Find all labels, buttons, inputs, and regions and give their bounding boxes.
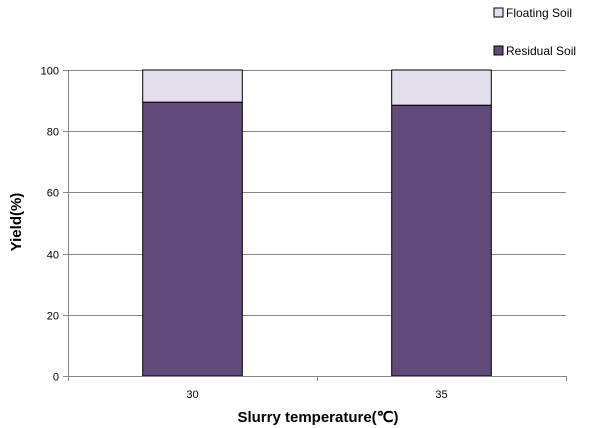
axes bbox=[63, 70, 567, 381]
bar-floating-soil-30 bbox=[142, 69, 243, 103]
bar-residual-soil-30 bbox=[142, 101, 243, 377]
y-tick-label: 100 bbox=[41, 66, 59, 78]
y-tick-label: 80 bbox=[47, 127, 59, 139]
y-tick-label: 20 bbox=[47, 311, 59, 323]
bars bbox=[142, 69, 492, 377]
bar-floating-soil-35 bbox=[391, 69, 492, 106]
y-tick-label: 60 bbox=[47, 188, 59, 200]
legend-swatch bbox=[493, 7, 504, 18]
legend-label: Floating Soil bbox=[506, 6, 572, 20]
y-axis-title: Yield(%) bbox=[8, 193, 25, 252]
y-tick-label: 40 bbox=[47, 250, 59, 262]
y-tick-label: 0 bbox=[53, 372, 59, 384]
bar-residual-soil-35 bbox=[391, 104, 492, 377]
legend: Floating Soil Residual Soil bbox=[493, 6, 576, 58]
legend-label: Residual Soil bbox=[506, 44, 576, 58]
legend-swatch bbox=[493, 45, 504, 56]
y-tick-labels: 0 20 40 60 80 100 bbox=[41, 66, 59, 384]
x-axis-title: Slurry temperature(℃) bbox=[237, 409, 398, 426]
x-tick-label: 30 bbox=[186, 389, 198, 401]
x-tick-label: 35 bbox=[435, 389, 447, 401]
x-tick-labels: 30 35 bbox=[186, 389, 447, 401]
